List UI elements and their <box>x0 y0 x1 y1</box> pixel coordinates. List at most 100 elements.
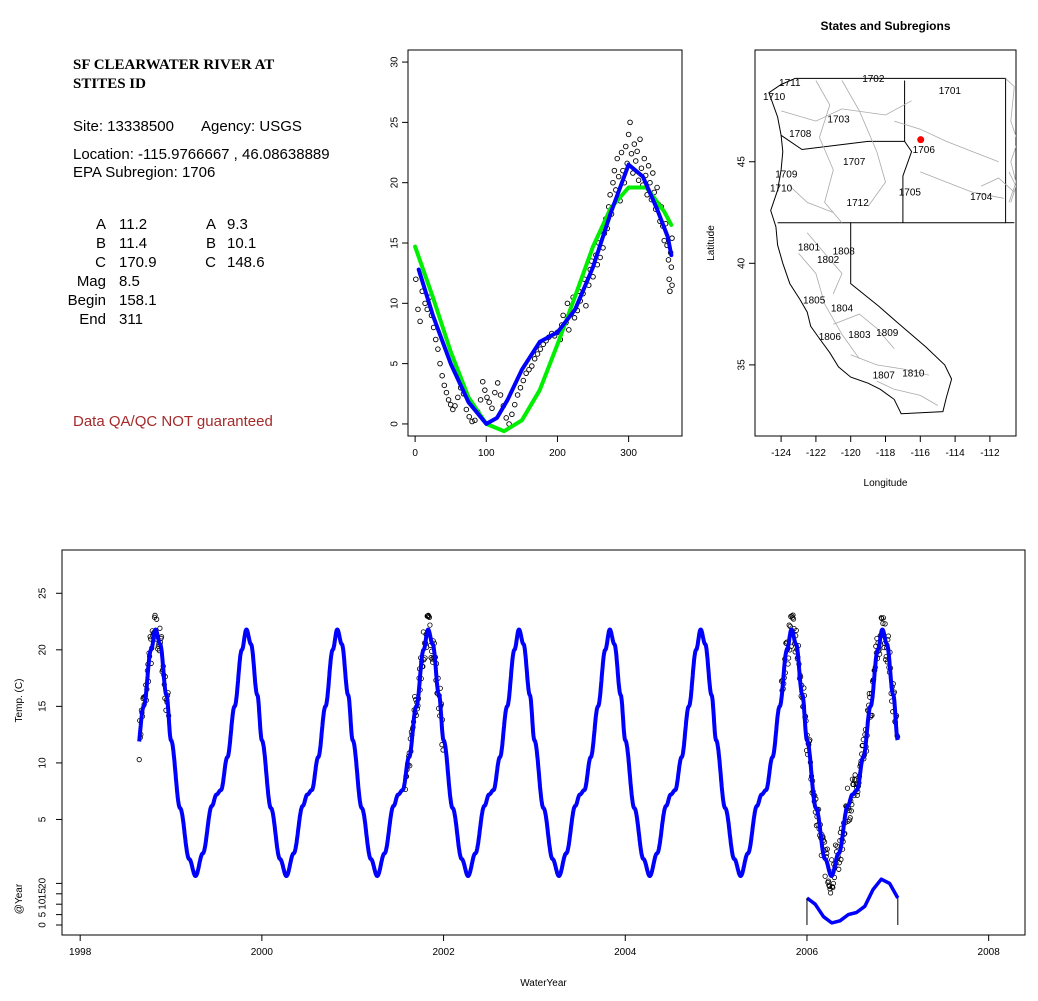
x-tick-label: -118 <box>876 448 896 459</box>
observation-point <box>849 776 855 782</box>
observation-point <box>854 792 860 798</box>
map-title: States and Subregions <box>820 19 950 33</box>
data-point <box>486 399 492 405</box>
data-point <box>668 264 675 270</box>
region-label: 1706 <box>913 145 936 156</box>
x-tick-label: 300 <box>620 448 637 459</box>
observation-point <box>829 857 835 863</box>
y2-tick-label: 10 <box>38 898 49 910</box>
data-point <box>666 276 672 282</box>
data-point <box>439 372 445 379</box>
site-info-panel: SF CLEARWATER RIVER AT STITES ID Site: 13… <box>0 0 380 460</box>
y-tick-label: 20 <box>390 177 401 189</box>
x-tick-label: 0 <box>412 448 418 459</box>
y2-tick-label: 5 <box>38 911 49 917</box>
observation-point <box>880 620 886 626</box>
data-point <box>610 179 616 186</box>
data-point <box>623 143 629 150</box>
data-point <box>443 389 450 396</box>
region-label: 1704 <box>970 192 993 203</box>
data-point <box>611 167 618 174</box>
observation-point <box>852 772 858 778</box>
data-point <box>625 131 632 138</box>
param-value: 8.5 <box>119 273 140 290</box>
x-tick-label: 200 <box>549 448 566 459</box>
data-point <box>607 191 613 198</box>
fit-curve <box>413 185 674 434</box>
data-point <box>437 360 443 367</box>
param-name: A <box>95 216 106 233</box>
agency: Agency: USGS <box>201 118 302 135</box>
param-value: 148.6 <box>227 254 265 271</box>
station-title: SF CLEARWATER RIVER AT STITES ID <box>73 56 274 94</box>
data-point <box>534 351 541 357</box>
data-point <box>531 356 538 362</box>
param-value: 11.2 <box>119 216 148 233</box>
x-tick-label: -124 <box>771 448 791 459</box>
data-point <box>665 257 672 263</box>
observation-point <box>822 873 828 879</box>
y-tick-label: 15 <box>38 700 49 712</box>
data-point <box>634 148 640 155</box>
data-point <box>618 149 625 156</box>
qa-note: Data QA/QC NOT guaranteed <box>73 413 273 430</box>
data-point <box>469 418 475 425</box>
region-label: 1802 <box>817 255 840 266</box>
subregion-boundary <box>833 313 895 349</box>
x-tick-label: 1998 <box>69 947 92 958</box>
data-point <box>645 163 652 169</box>
location: Location: -115.9766667 , 46.08638889 <box>73 146 330 163</box>
data-point <box>631 141 638 147</box>
y-tick-label: 40 <box>737 257 748 269</box>
x-tick-label: 100 <box>478 448 495 459</box>
y-tick-label: 25 <box>390 116 401 128</box>
region-label: 1712 <box>847 198 870 209</box>
subregion-boundary <box>806 232 843 294</box>
observation-point <box>850 781 857 788</box>
title-line-1: SF CLEARWATER RIVER AT <box>73 57 275 73</box>
data-point <box>560 312 566 319</box>
subregion-boundary <box>841 80 886 207</box>
epa-subregion: EPA Subregion: 1706 <box>73 164 216 181</box>
observation-point <box>824 846 830 852</box>
site-id: Site: 13338500 <box>73 118 174 135</box>
data-point <box>477 397 484 403</box>
map-frame <box>754 49 1017 437</box>
data-point <box>654 184 660 191</box>
data-point <box>635 177 642 184</box>
region-label: 1705 <box>899 188 922 199</box>
x-tick-label: -116 <box>911 448 931 459</box>
param-value: 9.3 <box>227 216 248 233</box>
data-point <box>482 387 488 393</box>
data-point <box>632 158 639 164</box>
data-point <box>433 336 439 343</box>
data-point <box>661 237 667 244</box>
x-axis-label: WaterYear <box>520 978 567 989</box>
param-value: 158.1 <box>119 292 157 309</box>
x-tick-label: 2002 <box>432 947 455 958</box>
param-name: A <box>205 216 216 233</box>
region-label: 1808 <box>833 247 856 258</box>
y-tick-label: 35 <box>737 359 748 371</box>
data-point <box>514 392 521 398</box>
data-point <box>526 366 532 373</box>
observation-point <box>790 616 797 622</box>
data-point <box>466 413 472 420</box>
observation-point <box>786 622 792 628</box>
y-tick-label: 25 <box>38 587 49 599</box>
subregion-boundary <box>815 80 843 223</box>
observation-point <box>847 817 853 823</box>
map-chart: States and Subregions1701170217031704170… <box>706 19 1017 489</box>
title-line-2: STITES ID <box>73 76 146 92</box>
y2-tick-label: 20 <box>38 877 49 889</box>
data-point <box>441 382 448 389</box>
param-value: 170.9 <box>119 254 157 271</box>
data-point <box>472 417 478 424</box>
region-label: 1810 <box>902 369 925 380</box>
region-label: 1809 <box>876 328 899 339</box>
data-point <box>463 406 470 413</box>
data-point <box>497 392 504 398</box>
data-point <box>667 288 673 294</box>
data-point <box>583 302 589 309</box>
region-label: 1708 <box>789 129 812 140</box>
